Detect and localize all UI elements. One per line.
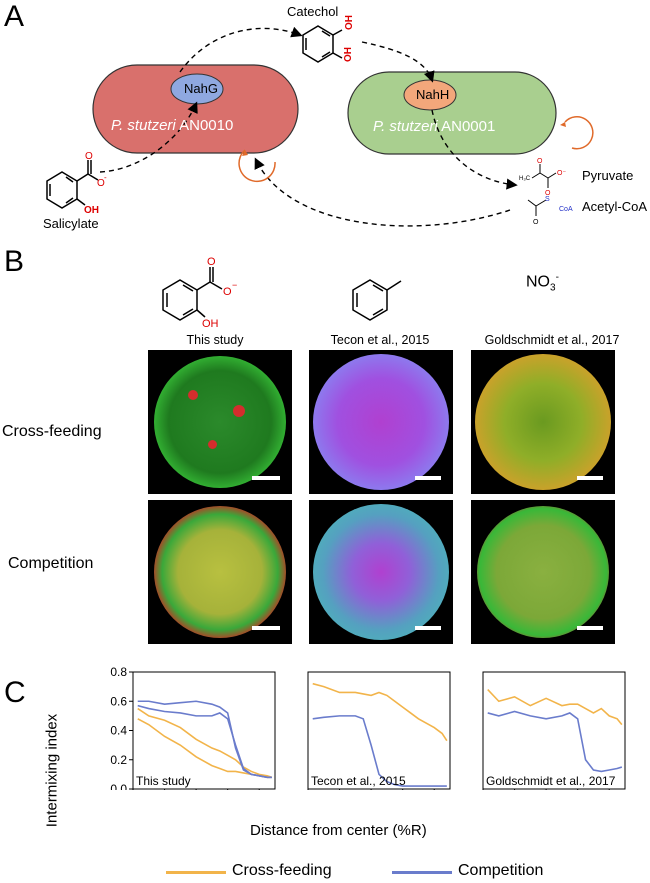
enzyme-nahh: NahH [416, 87, 450, 102]
svg-text:O: O [533, 219, 539, 226]
strain-an0010: P. stutzeri AN0010 [111, 117, 234, 134]
arrow-acetylcoa-to-an0010 [254, 157, 511, 227]
svg-text:O: O [207, 256, 216, 268]
y-tick-label: 0.2 [110, 753, 127, 767]
nitrate-label: NO3- [526, 272, 559, 294]
arrow-salicylate-to-nahg [99, 101, 198, 173]
svg-text:OH: OH [343, 47, 354, 62]
series-1-0 [312, 682, 448, 742]
plot-frame-0 [132, 671, 276, 790]
toluene-icon [352, 279, 402, 321]
legend-line-competition [392, 871, 452, 874]
image-this-study-crossfeeding [148, 350, 292, 494]
svg-text:O: O [97, 178, 105, 189]
legend-line-crossfeeding [166, 871, 226, 874]
catechol-structure [302, 25, 343, 63]
image-tecon-competition [309, 500, 453, 644]
y-tick-label: 0.6 [110, 694, 127, 708]
row-label-cross-feeding: Cross-feeding [2, 423, 102, 440]
y-tick-label: 0.0 [110, 782, 127, 790]
svg-text:−: − [232, 280, 237, 290]
panel-a-label: A [4, 0, 25, 33]
y-tick-label: 0.4 [110, 724, 127, 738]
row-label-competition: Competition [8, 555, 94, 572]
svg-text:O: O [85, 151, 93, 162]
plot-frame-1 [307, 671, 451, 790]
plot-title-1: Tecon et al., 2015 [311, 774, 406, 788]
plot-title-0: This study [136, 774, 191, 788]
image-goldschmidt-crossfeeding [471, 350, 615, 494]
y-tick-label: 0.8 [110, 665, 127, 679]
series-0-1 [137, 707, 273, 779]
svg-text:O: O [545, 190, 551, 197]
image-goldschmidt-competition [471, 500, 615, 644]
col-header-goldschmidt: Goldschmidt et al., 2017 [484, 333, 620, 347]
image-tecon-crossfeeding [309, 350, 453, 494]
svg-text:O: O [223, 286, 232, 298]
pyruvate-structure [531, 164, 557, 188]
svg-text:O⁻: O⁻ [557, 170, 566, 177]
arrow-catechol-to-nahh [361, 41, 435, 83]
svg-text:H₃C: H₃C [519, 176, 531, 182]
svg-text:OH: OH [202, 318, 219, 330]
plot-frame-2 [482, 671, 626, 790]
legend-label-competition: Competition [458, 862, 544, 879]
series-0-3 [137, 700, 272, 779]
svg-text:OH: OH [84, 205, 99, 216]
svg-text:O: O [537, 158, 543, 165]
salicylate-structure [46, 160, 99, 209]
col-header-tecon: Tecon et al., 2015 [330, 333, 430, 347]
arrow-nahh-to-pyruvate [431, 109, 518, 190]
svg-text:-: - [104, 173, 107, 182]
plot-title-2: Goldschmidt et al., 2017 [486, 774, 616, 788]
strain-an0001: P. stutzeri AN0001 [373, 118, 496, 135]
panel-a-diagram: OH OH O O - OH H₃C O O O⁻ O S CoA [46, 15, 594, 227]
svg-text:OH: OH [344, 15, 355, 30]
legend-label-crossfeeding: Cross-feeding [232, 862, 332, 879]
arrow-to-catechol [179, 26, 303, 73]
series-2-1 [487, 710, 623, 773]
col-header-this-study: This study [186, 333, 244, 347]
svg-text:S: S [545, 196, 550, 203]
growth-arrow-an0001 [564, 116, 594, 150]
growth-arrow-an0010 [238, 149, 276, 183]
acetylcoa-label: Acetyl-CoA [582, 199, 648, 214]
cell-an0001 [347, 71, 557, 155]
x-axis-label: Distance from center (%R) [250, 822, 427, 839]
catechol-label: Catechol [287, 4, 339, 19]
image-this-study-competition [148, 500, 292, 644]
pyruvate-label: Pyruvate [582, 168, 634, 183]
acetylcoa-structure [527, 199, 547, 216]
svg-text:CoA: CoA [559, 206, 573, 213]
series-2-0 [487, 689, 623, 726]
salicylate-icon: O O − OH [162, 256, 237, 330]
enzyme-nahg: NahG [184, 81, 218, 96]
panel-c-label: C [4, 676, 26, 709]
panel-b-label: B [4, 245, 25, 278]
legend: Cross-feeding Competition [166, 860, 606, 882]
series-1-1 [312, 715, 447, 787]
salicylate-label: Salicylate [43, 216, 99, 231]
